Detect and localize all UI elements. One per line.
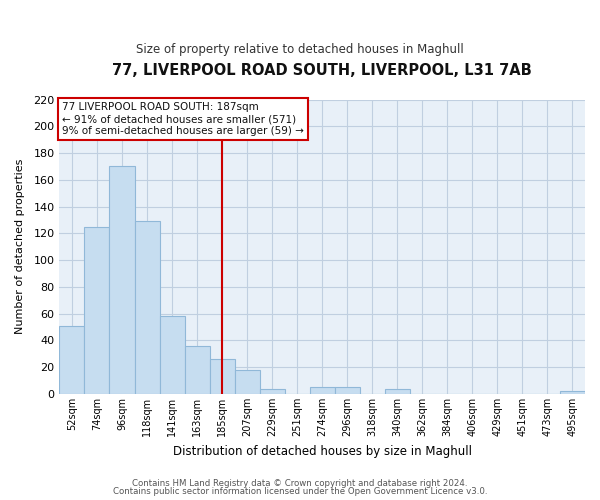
Bar — [385, 388, 410, 394]
Bar — [59, 326, 85, 394]
Bar — [310, 388, 335, 394]
Text: Contains public sector information licensed under the Open Government Licence v3: Contains public sector information licen… — [113, 487, 487, 496]
Bar — [160, 316, 185, 394]
X-axis label: Distribution of detached houses by size in Maghull: Distribution of detached houses by size … — [173, 444, 472, 458]
Bar — [134, 222, 160, 394]
Text: Size of property relative to detached houses in Maghull: Size of property relative to detached ho… — [136, 42, 464, 56]
Title: 77, LIVERPOOL ROAD SOUTH, LIVERPOOL, L31 7AB: 77, LIVERPOOL ROAD SOUTH, LIVERPOOL, L31… — [112, 62, 532, 78]
Bar — [209, 359, 235, 394]
Text: Contains HM Land Registry data © Crown copyright and database right 2024.: Contains HM Land Registry data © Crown c… — [132, 478, 468, 488]
Bar — [235, 370, 260, 394]
Bar — [260, 388, 284, 394]
Bar — [85, 226, 109, 394]
Bar — [335, 388, 360, 394]
Y-axis label: Number of detached properties: Number of detached properties — [15, 159, 25, 334]
Text: 77 LIVERPOOL ROAD SOUTH: 187sqm
← 91% of detached houses are smaller (571)
9% of: 77 LIVERPOOL ROAD SOUTH: 187sqm ← 91% of… — [62, 102, 304, 136]
Bar — [109, 166, 134, 394]
Bar — [185, 346, 209, 394]
Bar — [560, 392, 585, 394]
